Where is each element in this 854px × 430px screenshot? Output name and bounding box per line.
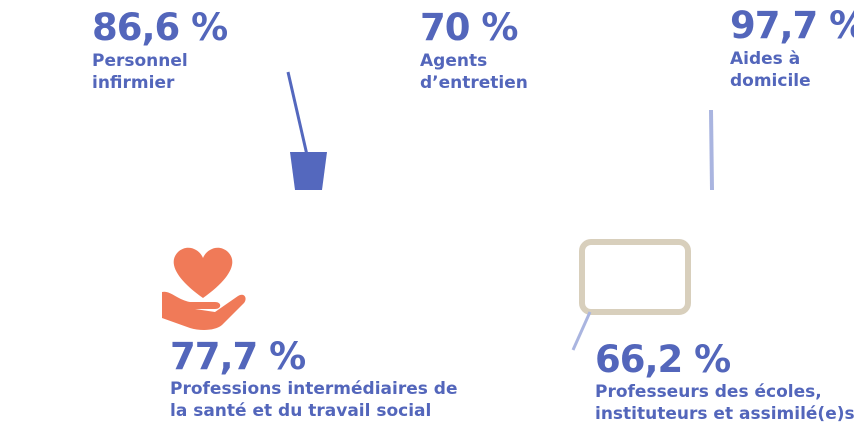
category-label: Aides à domicile [730,48,850,92]
figure-empty [88,245,143,424]
category-label: Personnel infirmier [92,50,232,94]
figure-fill [333,64,388,190]
figure-empty [600,10,656,191]
cane-icon [711,110,712,190]
figure-empty [333,10,388,189]
figure-empty [662,38,709,190]
value-label: 70 % [420,8,517,48]
category-label: Professions intermédiaires de la santé e… [170,378,470,422]
figure-empty [506,245,561,424]
value-label: 77,7 % [170,337,305,377]
heart-hand-icon [162,248,246,330]
category-label: Agents d’entretien [420,50,560,94]
value-label: 97,7 % [730,6,854,46]
figure-fill [506,306,561,425]
mop-icon [288,72,327,190]
figure-empty [15,5,75,200]
category-label: Professeurs des écoles, instituteurs et … [595,381,854,425]
figure-fill [662,41,709,190]
figure-fill [88,285,143,424]
figure-fill [600,14,656,191]
board-icon [573,242,688,350]
value-label: 66,2 % [595,340,730,380]
infographic: 86,6 %Personnel infirmier 70 %Agents d’en… [0,0,854,430]
value-label: 86,6 % [92,8,227,48]
figure-fill [15,31,75,200]
